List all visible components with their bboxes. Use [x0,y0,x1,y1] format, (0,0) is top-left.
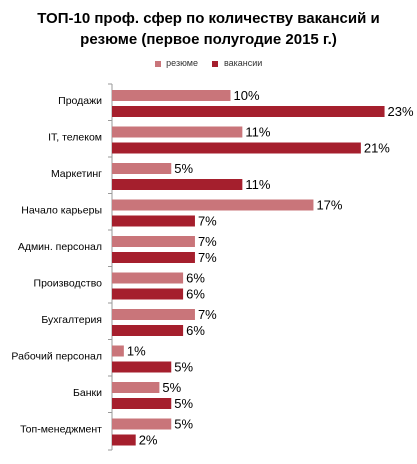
bar-resume [112,418,172,430]
legend-swatch-resume [154,60,161,67]
bar-vacancies [112,179,243,190]
bar-resume [112,199,314,211]
chart-title: ТОП-10 проф. сфер по количеству вакансий… [0,8,417,50]
category-label: Топ-менеджмент [20,424,102,436]
data-label: 1% [127,344,146,359]
data-label: 5% [174,396,193,411]
data-label: 5% [162,380,181,395]
bar-resume [112,272,184,284]
data-label: 17% [316,198,342,213]
bar-vacancies [112,288,184,300]
bar-vacancies [112,142,361,154]
data-label: 7% [198,250,217,265]
bar-resume [112,90,231,101]
data-label: 23% [388,104,414,119]
chart-title-line1: ТОП-10 проф. сфер по количеству вакансий… [37,10,380,27]
legend-item-vacancies: вакансии [212,58,262,68]
data-label: 11% [245,177,270,192]
bar-vacancies [112,252,195,263]
legend-label-vacancies: вакансии [223,58,263,68]
bar-resume [112,236,195,247]
category-label: Продажи [58,95,102,107]
data-label: 6% [186,287,205,302]
bar-resume [112,345,124,357]
bar-vacancies [112,398,172,409]
data-label: 21% [364,141,390,156]
bar-vacancies [112,434,136,446]
bar-vacancies [112,215,195,227]
bar-resume [112,382,160,393]
data-label: 7% [198,234,217,249]
data-label: 6% [186,271,205,286]
data-label: 6% [186,323,205,338]
bar-vacancies [112,106,385,117]
chart-title-line2: резюме (первое полугодие 2015 г.) [80,31,337,48]
data-label: 7% [198,214,217,229]
data-label: 11% [245,125,270,140]
category-label: Производство [34,278,103,290]
legend-item-resume: резюме [154,58,198,68]
data-label: 10% [234,88,260,103]
data-label: 5% [174,360,193,375]
legend-label-resume: резюме [166,58,198,68]
data-label: 5% [174,417,193,432]
bar-resume [112,309,195,320]
bar-resume [112,126,243,138]
bar-vacancies [112,325,184,336]
data-label: 2% [139,433,158,448]
bar-resume [112,163,172,174]
data-label: 5% [174,161,193,176]
category-label: Начало карьеры [21,205,102,217]
category-label: Админ. персонал [18,241,102,253]
category-label: Рабочий персонал [11,351,102,363]
category-label: Бухгалтерия [41,314,102,326]
bar-vacancies [112,361,172,373]
category-label: Банки [73,387,102,399]
data-label: 7% [198,307,217,322]
legend: резюме вакансии [0,58,417,68]
legend-swatch-vacancies [212,60,219,67]
category-label: Маркетинг [51,168,102,180]
category-label: IT, телеком [48,132,102,144]
